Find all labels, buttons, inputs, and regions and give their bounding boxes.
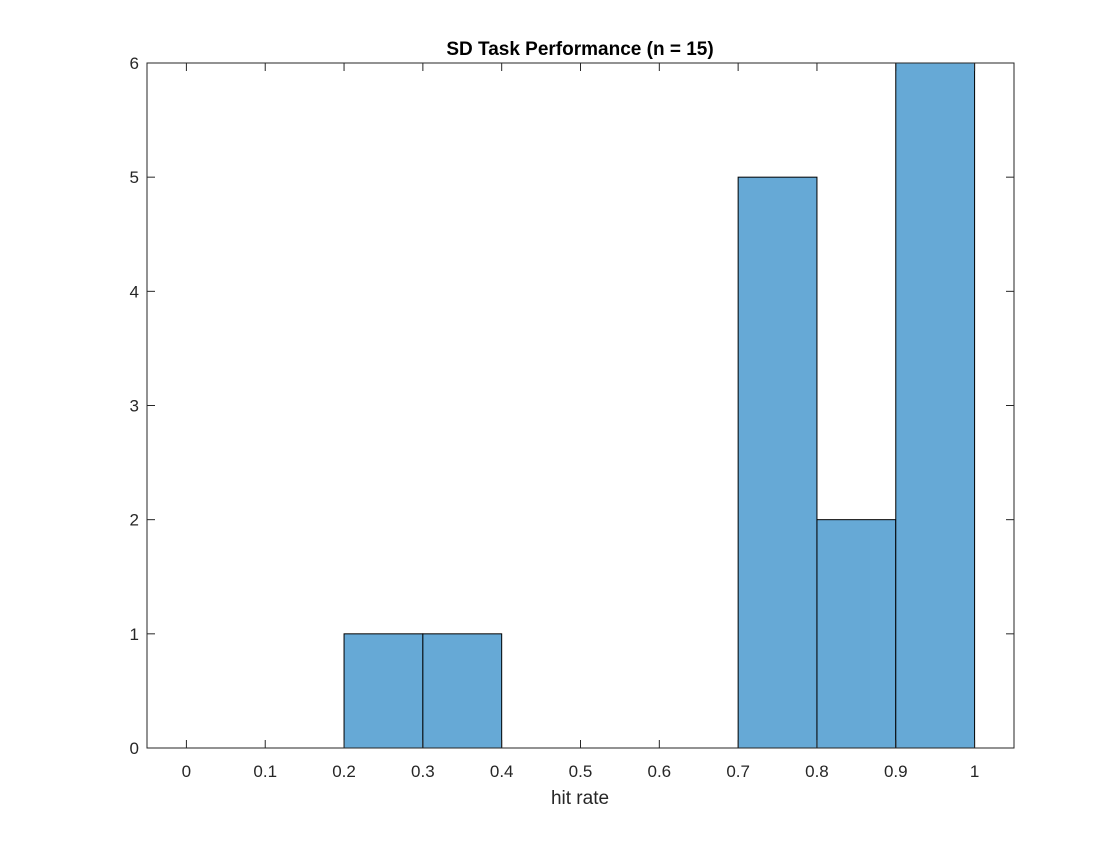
- histogram-bar-2: [737, 176, 818, 749]
- x-axis-label: hit rate: [551, 788, 609, 809]
- x-tick-label: 0: [182, 762, 191, 781]
- y-tick-label: 0: [130, 739, 139, 758]
- x-tick-label: 0.1: [253, 762, 277, 781]
- histogram-bar-0: [343, 633, 424, 749]
- x-tick-label: 1: [970, 762, 979, 781]
- histogram-bar-1: [422, 633, 503, 749]
- y-tick-label: 3: [130, 397, 139, 416]
- y-tick-label: 1: [130, 625, 139, 644]
- x-tick-label: 0.6: [647, 762, 671, 781]
- y-tick-label: 2: [130, 511, 139, 530]
- histogram-bar-4: [895, 62, 976, 749]
- x-tick-label: 0.9: [884, 762, 908, 781]
- x-tick-label: 0.3: [411, 762, 435, 781]
- y-tick-label: 5: [130, 168, 139, 187]
- y-tick-label: 6: [130, 54, 139, 73]
- plot-area-border: [146, 62, 1015, 749]
- x-tick-label: 0.7: [726, 762, 750, 781]
- x-tick-label: 0.5: [569, 762, 593, 781]
- x-tick-label: 0.8: [805, 762, 829, 781]
- histogram-bar-3: [816, 519, 897, 749]
- x-tick-label: 0.2: [332, 762, 356, 781]
- chart-title: SD Task Performance (n = 15): [446, 39, 713, 60]
- y-tick-label: 4: [130, 282, 139, 301]
- bars-layer: [343, 62, 976, 749]
- x-tick-label: 0.4: [490, 762, 514, 781]
- ticks-layer: 0 0.1 0.2 0.3 0.4 0.5 0.6 0.7 0.8 0.9 1 0 1 2 3 4 5 6: [130, 54, 1014, 781]
